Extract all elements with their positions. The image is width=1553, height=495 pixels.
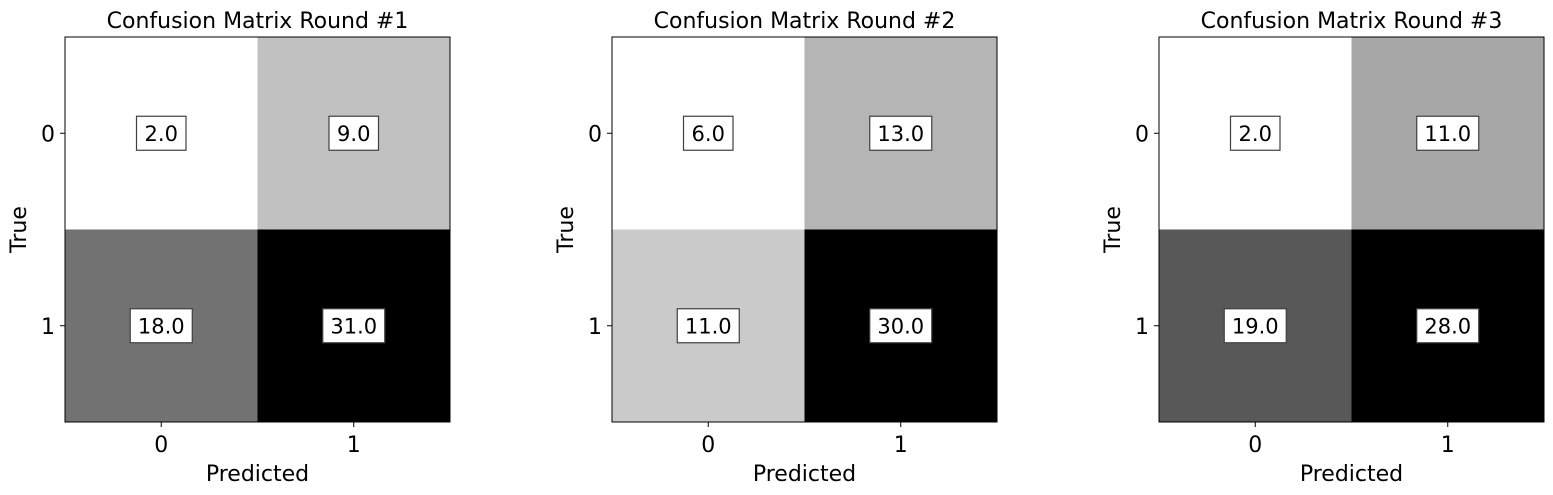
confusion-matrix-3: 2.0 11.0 19.0 28.0 0 1 0 1 Confusion Matrix Roun…	[1101, 9, 1545, 487]
value-label-box	[135, 115, 187, 151]
value-label: 2.0	[1239, 122, 1272, 146]
value-label: 2.0	[145, 122, 178, 146]
value-label: 11.0	[1424, 122, 1471, 146]
y-axis-label: True	[7, 206, 32, 254]
x-tick-label: 1	[894, 433, 908, 458]
plot-frame	[64, 36, 451, 423]
value-label-box	[1223, 308, 1287, 344]
value-label: 13.0	[877, 122, 924, 146]
value-label: 11.0	[685, 314, 732, 338]
x-axis-label: Predicted	[753, 462, 856, 487]
y-tick-label: 1	[41, 315, 55, 340]
x-tick-label: 0	[701, 433, 715, 458]
x-axis-label: Predicted	[1300, 462, 1403, 487]
y-axis-label: True	[554, 206, 579, 254]
x-tick-label: 1	[1441, 433, 1455, 458]
confusion-matrix-2: 6.0 13.0 11.0 30.0 0 1 0 1 Confusion Matrix Roun…	[554, 9, 998, 487]
value-label-box	[869, 308, 933, 344]
chart-title: Confusion Matrix Round #2	[654, 9, 956, 34]
value-label-box	[676, 308, 740, 344]
x-tick-label: 0	[1248, 433, 1262, 458]
chart-title: Confusion Matrix Round #1	[107, 9, 409, 34]
chart-title: Confusion Matrix Round #3	[1201, 9, 1503, 34]
value-label: 18.0	[138, 314, 185, 338]
value-label-box	[328, 115, 380, 151]
value-label-box	[682, 115, 734, 151]
y-tick-label: 0	[588, 122, 602, 147]
value-label-box	[1416, 115, 1480, 151]
value-label: 30.0	[877, 314, 924, 338]
x-axis-label: Predicted	[206, 462, 309, 487]
y-tick-label: 0	[1135, 122, 1149, 147]
y-axis-label: True	[1101, 206, 1126, 254]
plot-frame	[611, 36, 998, 423]
x-tick-label: 1	[347, 433, 361, 458]
y-tick-label: 1	[1135, 315, 1149, 340]
value-label-box	[1416, 308, 1480, 344]
confusion-matrix-1: 2.0 9.0 18.0 31.0 0 1 0 1 Confusion Matrix Round…	[7, 9, 451, 487]
value-label: 19.0	[1232, 314, 1279, 338]
value-label: 9.0	[337, 122, 370, 146]
x-tick-label: 0	[154, 433, 168, 458]
value-label-box	[1229, 115, 1281, 151]
plot-frame	[1158, 36, 1545, 423]
value-label-box	[869, 115, 933, 151]
value-label: 28.0	[1424, 314, 1471, 338]
value-label: 31.0	[330, 314, 377, 338]
value-label-box	[129, 308, 193, 344]
y-tick-label: 1	[588, 315, 602, 340]
y-tick-label: 0	[41, 122, 55, 147]
value-label-box	[322, 308, 386, 344]
value-label: 6.0	[692, 122, 725, 146]
